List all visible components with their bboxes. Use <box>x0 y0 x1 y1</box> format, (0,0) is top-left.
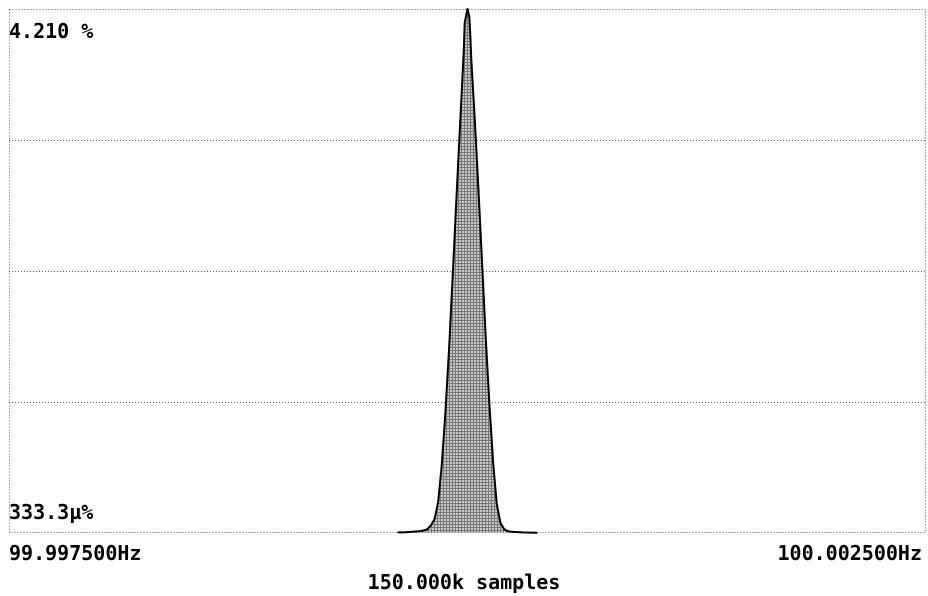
data-point <box>444 410 447 412</box>
data-point <box>404 531 406 533</box>
data-point <box>455 196 458 198</box>
data-point <box>426 528 428 530</box>
data-point <box>474 119 476 121</box>
data-point <box>437 501 439 503</box>
histogram-plot <box>9 8 926 534</box>
data-point <box>521 531 524 534</box>
data-point <box>448 345 450 347</box>
data-point <box>536 532 538 534</box>
y-axis-max-label: 4.210 % <box>9 19 94 43</box>
data-point <box>488 405 491 407</box>
data-point <box>464 22 466 24</box>
data-point <box>397 531 399 534</box>
data-point <box>441 463 443 466</box>
y-axis-min-label: 333.3µ% <box>9 500 94 524</box>
data-point <box>469 34 471 36</box>
data-point <box>459 121 461 123</box>
x-axis-min-label: 99.997500Hz <box>9 541 142 565</box>
data-point <box>496 503 498 505</box>
data-point <box>452 273 454 275</box>
data-point <box>510 531 513 533</box>
data-point <box>411 531 414 533</box>
data-point <box>481 264 483 266</box>
data-point <box>433 518 436 520</box>
data-point <box>503 528 505 530</box>
data-point <box>430 524 432 527</box>
x-axis-max-label: 100.002500Hz <box>777 541 923 565</box>
data-point <box>492 462 494 464</box>
sample-count-label: 150.000k samples <box>367 570 561 594</box>
data-point <box>463 49 465 51</box>
data-point <box>507 530 509 532</box>
histogram-outline <box>397 8 538 534</box>
data-point <box>514 531 516 533</box>
data-point <box>470 56 472 59</box>
data-point <box>466 8 469 10</box>
data-point <box>529 532 531 534</box>
data-point <box>419 530 421 532</box>
data-point <box>422 529 425 532</box>
histogram-fill <box>397 9 538 533</box>
data-point <box>485 338 487 340</box>
data-point <box>477 190 480 192</box>
data-point <box>499 522 502 524</box>
data-point <box>468 15 470 18</box>
